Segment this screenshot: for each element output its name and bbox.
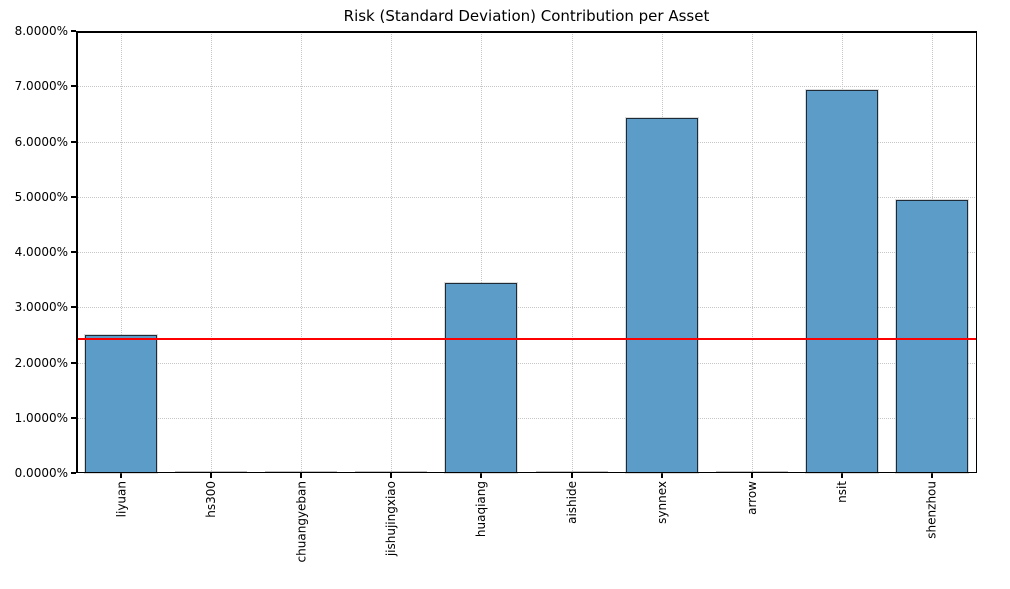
- spine-left: [76, 31, 78, 473]
- gridline-vertical: [481, 31, 483, 473]
- gridline-horizontal: [76, 252, 977, 253]
- ytick-mark: [71, 195, 76, 198]
- bar-huaqiang: [445, 283, 518, 473]
- xtick-label-arrow: arrow: [744, 481, 759, 515]
- ytick-label: 0.0000%: [14, 466, 68, 480]
- xtick-mark: [840, 473, 843, 478]
- ytick-label: 6.0000%: [14, 134, 68, 149]
- ytick-label: 5.0000%: [14, 189, 68, 204]
- ytick-label: 2.0000%: [14, 355, 68, 370]
- gridline-vertical: [391, 31, 393, 473]
- ytick-mark: [71, 251, 76, 253]
- xtick-mark: [120, 473, 123, 478]
- gridline-horizontal: [76, 86, 977, 88]
- gridline-horizontal: [76, 307, 977, 309]
- plot-area: [76, 31, 977, 473]
- gridline-horizontal: [76, 417, 977, 419]
- ytick-mark: [71, 472, 76, 474]
- ytick-label: 8.0000%: [14, 24, 68, 38]
- ytick-mark: [71, 140, 76, 143]
- bar-liyuan: [85, 334, 158, 473]
- ytick-mark: [71, 85, 76, 88]
- gridline-horizontal: [76, 362, 977, 364]
- xtick-label-liyuan: liyuan: [114, 481, 129, 518]
- ytick-label: 1.0000%: [14, 410, 68, 425]
- spine-bottom: [76, 471, 977, 473]
- gridline-horizontal: [76, 141, 977, 143]
- ytick-label: 4.0000%: [14, 245, 68, 259]
- ytick-mark: [71, 361, 76, 364]
- xtick-mark: [570, 473, 573, 478]
- xtick-label-chuangyeban: chuangyeban: [294, 481, 309, 563]
- bar-shenzhou: [895, 199, 968, 473]
- xtick-label-shenzhou: shenzhou: [924, 481, 939, 539]
- bar-nsit: [805, 90, 878, 473]
- gridline-vertical: [121, 31, 123, 473]
- reference-line: [76, 338, 977, 341]
- xtick-mark: [390, 473, 393, 478]
- xtick-label-jishujingxiao: jishujingxiao: [384, 481, 399, 557]
- gridline-vertical: [211, 31, 213, 473]
- gridline-vertical: [751, 31, 753, 473]
- ytick-label: 7.0000%: [14, 79, 68, 94]
- xtick-mark: [930, 473, 933, 478]
- ytick-mark: [71, 306, 76, 309]
- gridline-horizontal: [76, 196, 977, 198]
- ytick-mark: [71, 416, 76, 419]
- xtick-mark: [480, 473, 483, 478]
- xtick-label-synnex: synnex: [654, 481, 669, 524]
- gridline-vertical: [301, 31, 303, 473]
- xtick-mark: [210, 473, 213, 478]
- xtick-label-hs300: hs300: [204, 481, 219, 518]
- gridline-vertical: [571, 31, 573, 473]
- spine-top: [76, 31, 977, 33]
- chart-title: Risk (Standard Deviation) Contribution p…: [343, 7, 710, 25]
- xtick-mark: [300, 473, 303, 478]
- xtick-label-aishide: aishide: [564, 481, 579, 524]
- xtick-label-nsit: nsit: [834, 481, 849, 503]
- bar-synnex: [625, 118, 698, 473]
- xtick-mark: [750, 473, 753, 478]
- xtick-label-huaqiang: huaqiang: [474, 481, 489, 538]
- spine-right: [975, 31, 977, 473]
- ytick-mark: [71, 30, 76, 32]
- ytick-label: 3.0000%: [14, 300, 68, 315]
- xtick-mark: [660, 473, 663, 478]
